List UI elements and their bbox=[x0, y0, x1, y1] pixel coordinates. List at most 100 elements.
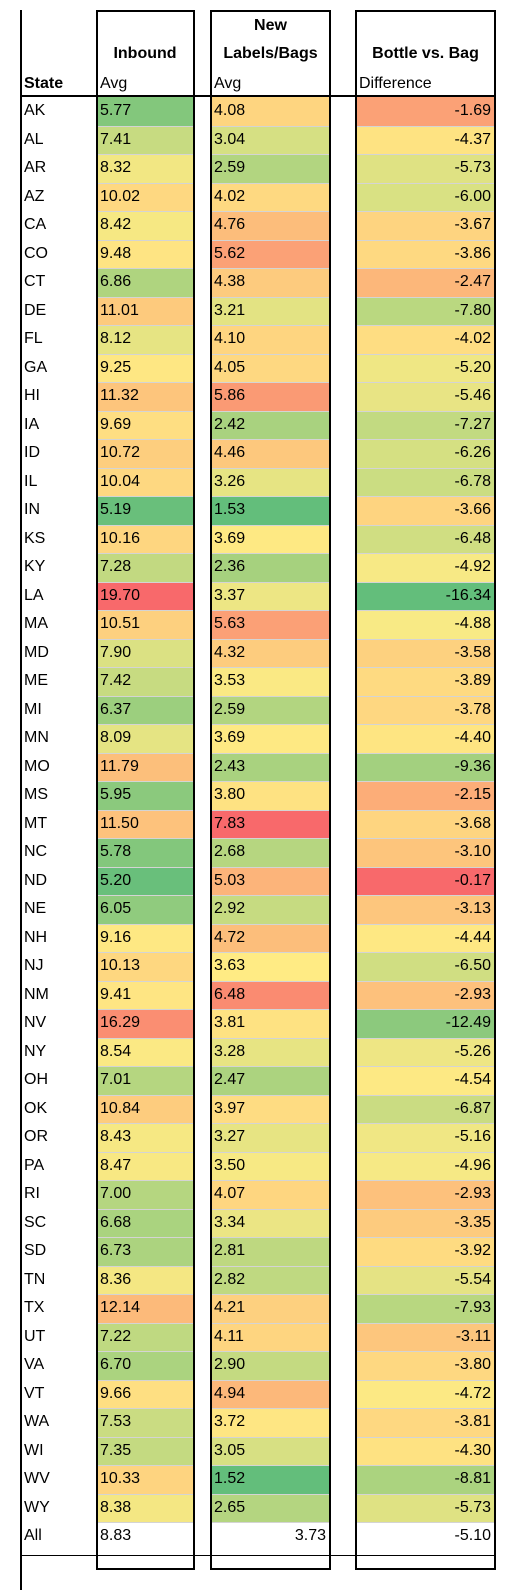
gridline bbox=[356, 1180, 495, 1181]
gridline bbox=[97, 1379, 193, 1381]
labels-avg-cell: 5.63 bbox=[211, 610, 330, 639]
column-border bbox=[355, 1568, 496, 1570]
inbound-avg-cell: 6.70 bbox=[97, 1351, 193, 1380]
state-cell: MN bbox=[24, 729, 49, 746]
gridline bbox=[211, 866, 330, 868]
inbound-avg-cell: 6.86 bbox=[97, 268, 193, 297]
gridline bbox=[97, 1493, 193, 1495]
gridline bbox=[211, 724, 330, 725]
labels-avg-cell: 4.21 bbox=[211, 1294, 330, 1323]
state-cell: VT bbox=[24, 1384, 45, 1402]
inbound-avg-cell: 9.48 bbox=[97, 239, 193, 268]
column-border bbox=[494, 10, 496, 1570]
labels-avg-cell: 4.32 bbox=[211, 638, 330, 667]
state-cell: MI bbox=[24, 700, 42, 718]
gridline bbox=[356, 1436, 495, 1438]
gridline bbox=[356, 410, 495, 412]
gridline bbox=[211, 125, 330, 127]
state-cell: NV bbox=[24, 1014, 47, 1031]
state-cell: LA bbox=[24, 586, 44, 604]
labels-avg-cell: 3.27 bbox=[211, 1123, 330, 1152]
state-cell: AK bbox=[24, 102, 46, 119]
difference-cell: -0.17 bbox=[356, 866, 495, 895]
gridline bbox=[97, 610, 193, 611]
gridline bbox=[211, 838, 330, 839]
gridline bbox=[97, 1037, 193, 1039]
gridline bbox=[211, 325, 330, 326]
gridline bbox=[97, 1123, 193, 1124]
gridline bbox=[211, 895, 330, 896]
inbound-avg-cell: 10.51 bbox=[97, 610, 193, 639]
gridline bbox=[97, 809, 193, 811]
labels-avg-cell: 3.72 bbox=[211, 1408, 330, 1437]
labels-avg-cell: 3.63 bbox=[211, 952, 330, 981]
gridline bbox=[97, 781, 193, 782]
gridline bbox=[356, 1066, 495, 1067]
labels-avg-cell: 3.81 bbox=[211, 1009, 330, 1038]
gridline bbox=[211, 239, 330, 241]
gridline bbox=[211, 781, 330, 782]
difference-cell: -5.73 bbox=[356, 154, 495, 183]
gridline bbox=[211, 382, 330, 383]
labels-avg-cell: 2.90 bbox=[211, 1351, 330, 1380]
state-cell: UT bbox=[24, 1327, 46, 1345]
gridline bbox=[211, 154, 330, 155]
labels-avg-cell: 4.94 bbox=[211, 1379, 330, 1408]
inbound-avg-cell: 16.29 bbox=[97, 1009, 193, 1038]
gridline bbox=[97, 838, 193, 839]
gridline bbox=[97, 467, 193, 469]
gridline bbox=[97, 553, 193, 554]
difference-cell: -2.93 bbox=[356, 980, 495, 1009]
inbound-avg-cell: 7.28 bbox=[97, 553, 193, 582]
labels-avg-cell: 2.36 bbox=[211, 553, 330, 582]
labels-avg-cell: 4.07 bbox=[211, 1180, 330, 1209]
difference-cell: -4.40 bbox=[356, 724, 495, 753]
gridline bbox=[97, 1294, 193, 1295]
gridline bbox=[97, 1522, 193, 1523]
gridline bbox=[211, 1322, 330, 1324]
state-cell: OR bbox=[24, 1128, 48, 1145]
state-cell: GA bbox=[24, 358, 48, 376]
gridline bbox=[97, 296, 193, 298]
column-border bbox=[329, 10, 331, 1570]
inbound-avg-cell: 7.42 bbox=[97, 667, 193, 696]
labels-avg-cell: 3.69 bbox=[211, 524, 330, 553]
state-column-header: State bbox=[24, 75, 64, 92]
gridline bbox=[97, 496, 193, 497]
inbound-avg-cell: 19.70 bbox=[97, 581, 193, 610]
labels-avg-cell: 4.46 bbox=[211, 439, 330, 468]
gridline bbox=[356, 1009, 495, 1010]
inbound-avg-cell: 7.41 bbox=[97, 125, 193, 154]
state-cell: OK bbox=[24, 1099, 48, 1117]
gridline bbox=[97, 1180, 193, 1181]
labels-avg-cell: 2.65 bbox=[211, 1493, 330, 1522]
difference-cell: -4.44 bbox=[356, 923, 495, 952]
gridline bbox=[97, 353, 193, 355]
difference-cell: -3.66 bbox=[356, 496, 495, 525]
inbound-avg-cell: 10.02 bbox=[97, 182, 193, 211]
state-cell: IL bbox=[24, 472, 38, 490]
gridline bbox=[97, 667, 193, 668]
labels-avg-cell: 3.34 bbox=[211, 1208, 330, 1237]
difference-cell: -1.69 bbox=[356, 97, 495, 126]
difference-cell: -3.10 bbox=[356, 838, 495, 867]
gridline bbox=[356, 581, 495, 583]
gridline bbox=[356, 1322, 495, 1324]
gridline bbox=[97, 439, 193, 440]
labels-avg-cell: 2.59 bbox=[211, 154, 330, 183]
total-row-line bbox=[20, 1555, 495, 1556]
inbound-avg-cell: 8.47 bbox=[97, 1151, 193, 1180]
gridline bbox=[356, 268, 495, 269]
difference-header: Bottle vs. Bag bbox=[372, 45, 479, 62]
gridline bbox=[356, 1094, 495, 1096]
gridline bbox=[211, 1123, 330, 1124]
difference-cell: -3.86 bbox=[356, 239, 495, 268]
difference-cell: -4.37 bbox=[356, 125, 495, 154]
difference-cell: -4.88 bbox=[356, 610, 495, 639]
gridline bbox=[356, 125, 495, 127]
gridline bbox=[356, 1379, 495, 1381]
gridline bbox=[356, 923, 495, 925]
state-cell: CT bbox=[24, 273, 46, 290]
gridline bbox=[356, 382, 495, 383]
difference-cell: -8.81 bbox=[356, 1465, 495, 1494]
